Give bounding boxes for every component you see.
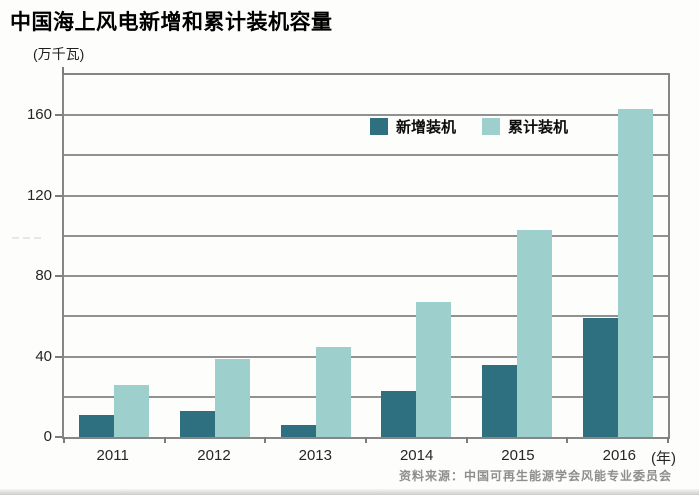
y-tick-label-160: 160 [26,106,52,124]
legend-label-cumulative-installed: 累计装机 [508,119,569,136]
bar-group-2011 [64,75,165,437]
bar-new-installed-2013 [280,424,316,437]
y-tick-160 [55,114,62,117]
x-tick-2 [264,437,267,443]
y-tick-0 [55,436,62,438]
x-tick-label-2011: 2011 [96,447,129,464]
gridline-120 [64,194,668,197]
gridline-80 [64,275,668,278]
faint-dash-artifact [12,237,41,239]
chart-title: 中国海上风电新增和累计装机容量 [10,11,333,34]
legend: 新增装机 累计装机 [370,116,568,137]
x-tick-label-2015: 2015 [501,447,535,464]
bar-cumulative-installed-2012 [214,358,250,437]
gridline-160 [64,114,668,117]
dash-mark [34,237,41,239]
bar-group-2016 [567,75,668,437]
legend-label-new-installed: 新增装机 [396,119,457,136]
y-axis-top-cap [62,67,64,75]
bar-group-2013 [265,75,366,437]
y-tick-120 [55,194,62,197]
y-tick-label-0: 0 [43,428,52,445]
gridline-140 [64,154,668,157]
bar-new-installed-2012 [179,410,215,437]
x-tick-label-2012: 2012 [197,447,231,464]
x-tick-5 [566,437,569,443]
x-tick-label-2016: 2016 [602,447,636,464]
y-tick-label-80: 80 [35,267,52,285]
x-tick-4 [465,437,468,443]
bar-new-installed-2016 [582,318,618,437]
bar-new-installed-2014 [381,390,417,437]
bar-new-installed-2011 [79,414,115,437]
x-tick-label-2014: 2014 [399,447,434,464]
dash-mark [12,237,19,239]
bar-cumulative-installed-2014 [416,302,452,437]
x-tick-1 [163,437,166,443]
x-tick-6 [667,437,669,443]
data-source-note: 资料来源：中国可再生能源学会风能专业委员会 [398,469,672,483]
legend-swatch-new-installed [370,118,388,135]
dash-mark [23,237,30,239]
plot-area: 新增装机 累计装机 0 40 80 120 160 [27,67,670,445]
legend-item-cumulative-installed: 累计装机 [482,116,568,137]
gridline-100 [64,234,668,237]
x-axis-labels: 2011 2012 2013 2014 2015 2016 [62,447,670,464]
bar-new-installed-2015 [481,364,517,437]
page-edge-shadow [0,489,699,495]
y-tick-80 [55,275,62,278]
bar-cumulative-installed-2011 [114,384,150,437]
y-tick-40 [55,355,62,358]
y-tick-label-40: 40 [35,347,52,365]
x-axis-year-suffix: (年) [651,450,676,467]
bar-group-2012 [165,75,266,437]
bar-cumulative-installed-2015 [516,229,552,437]
gridline-20 [64,395,668,398]
x-tick-3 [365,437,367,443]
bar-group-2014 [366,75,467,437]
bar-cumulative-installed-2013 [315,346,351,437]
x-tick-label-2013: 2013 [298,447,332,464]
y-tick-label-120: 120 [26,186,52,204]
bar-cumulative-installed-2016 [617,109,653,437]
gridline-40 [64,355,668,358]
x-tick-0 [63,437,65,443]
bar-group-2015 [467,75,568,437]
legend-swatch-cumulative-installed [482,118,501,135]
legend-item-new-installed: 新增装机 [370,116,456,137]
gridline-60 [64,315,668,318]
y-axis-unit-label: (万千瓦) [33,46,85,62]
